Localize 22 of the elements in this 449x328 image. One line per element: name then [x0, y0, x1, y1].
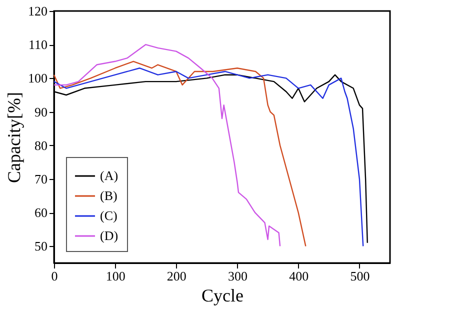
y-tick-label: 90 [34, 104, 48, 120]
y-tick-label: 50 [34, 238, 48, 254]
line-series [53, 60, 306, 247]
x-tick-label: 0 [51, 268, 58, 284]
x-tick-label: 100 [106, 268, 126, 284]
y-tick-label: 100 [28, 70, 48, 86]
y-axis-title: Capacity[%] [4, 92, 24, 183]
legend-label: (C) [100, 208, 118, 223]
legend-label: (A) [100, 168, 118, 183]
y-tick-label: 70 [34, 172, 48, 186]
x-tick-label: 300 [228, 268, 248, 284]
legend-label: (D) [100, 228, 118, 243]
x-tick-label: 500 [350, 268, 370, 284]
line-series [53, 44, 281, 247]
y-tick-label: 110 [28, 37, 48, 52]
y-tick-label: 60 [34, 205, 48, 220]
y-tick-label: 120 [28, 4, 48, 18]
legend-label: (B) [100, 188, 118, 203]
x-axis-title: Cycle [202, 286, 244, 306]
x-tick-label: 200 [166, 268, 186, 284]
x-tick-label: 400 [289, 268, 309, 284]
y-tick-label: 80 [34, 138, 48, 153]
